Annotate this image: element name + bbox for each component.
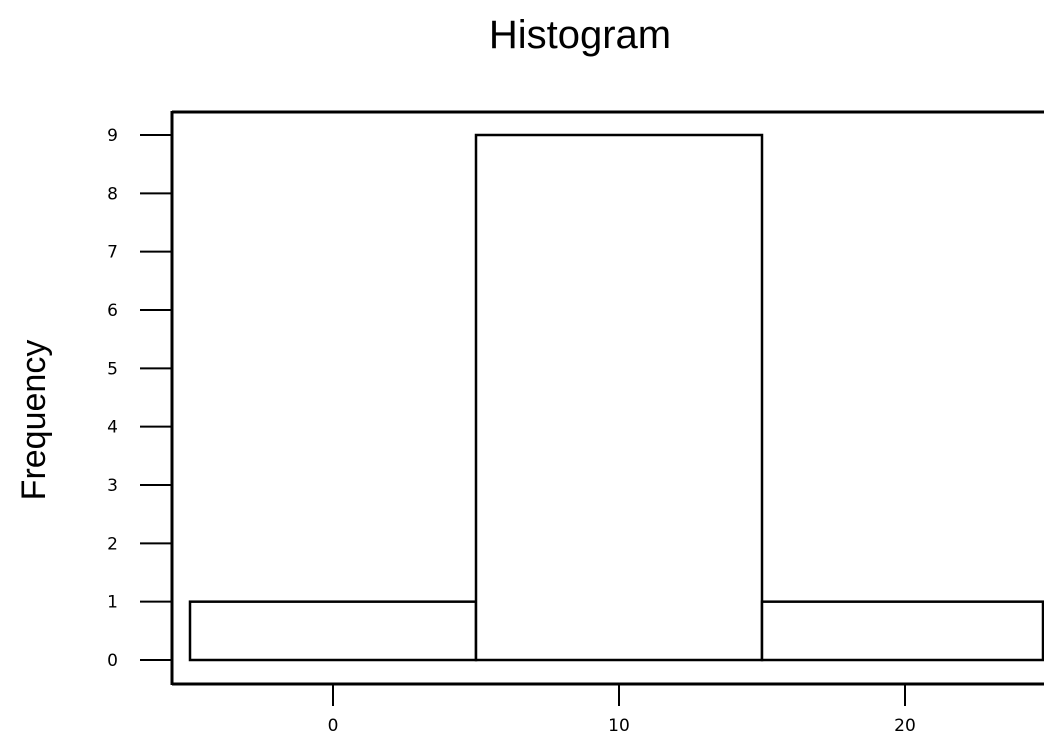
x-tick-label: 0 [328, 716, 339, 736]
histogram-bar [474, 133, 764, 662]
x-tick-label: 20 [894, 716, 916, 736]
y-tick-label: 5 [107, 359, 118, 379]
y-tick-label: 7 [107, 243, 118, 263]
y-tick-label: 0 [107, 651, 118, 671]
y-tick-label: 2 [107, 534, 118, 554]
y-axis-label: Frequency [15, 340, 53, 501]
y-axis: 0 1 2 3 4 5 6 7 8 9 [107, 126, 172, 671]
histogram-bar [760, 600, 1044, 662]
y-tick-label: 9 [107, 126, 118, 146]
y-tick-label: 8 [107, 184, 118, 204]
y-tick-label: 6 [107, 301, 118, 321]
y-tick-label: 3 [107, 476, 118, 496]
histogram-bars [188, 133, 1044, 662]
plot-frame [170, 110, 1044, 686]
x-axis: 0 10 20 [328, 684, 916, 736]
chart-title: Histogram [489, 13, 671, 57]
x-tick-label: 10 [608, 716, 630, 736]
y-tick-label: 4 [107, 418, 118, 438]
histogram-bar [188, 600, 478, 662]
y-tick-label: 1 [107, 593, 118, 613]
